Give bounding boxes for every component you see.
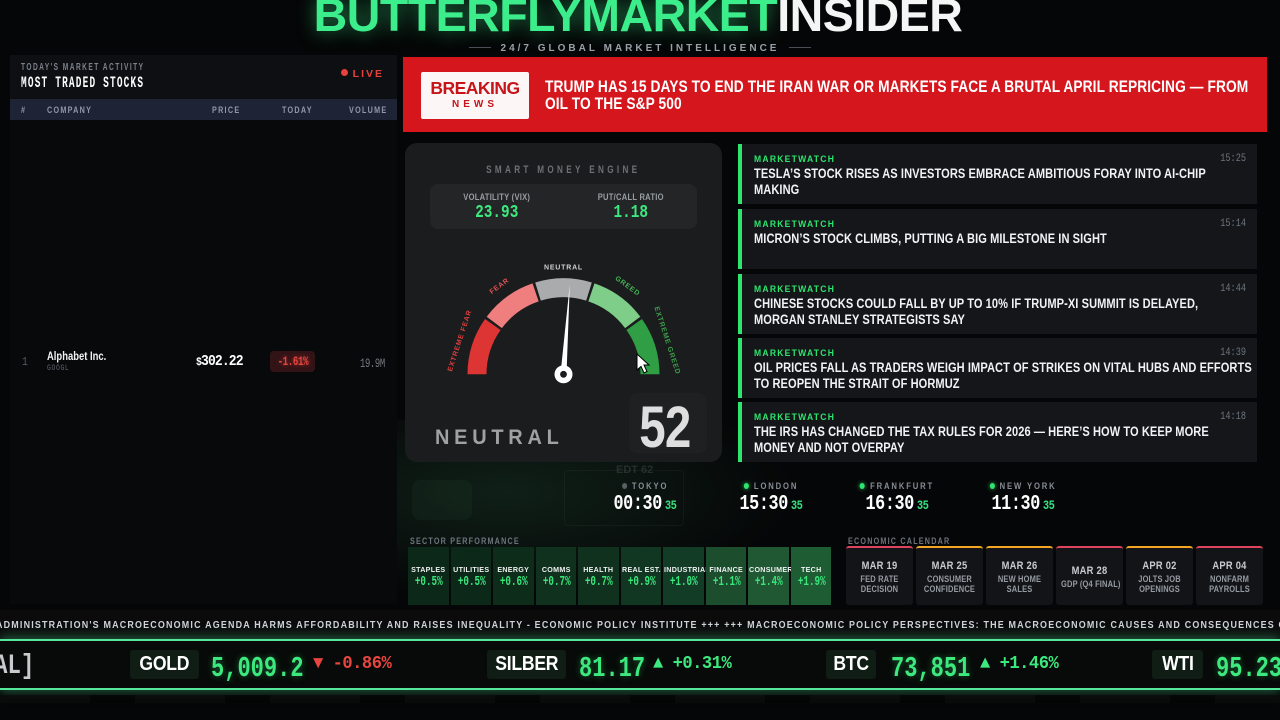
svg-text:GREED: GREED — [614, 275, 642, 298]
svg-text:FEAR: FEAR — [489, 277, 511, 296]
svg-text:NEUTRAL: NEUTRAL — [544, 264, 583, 271]
